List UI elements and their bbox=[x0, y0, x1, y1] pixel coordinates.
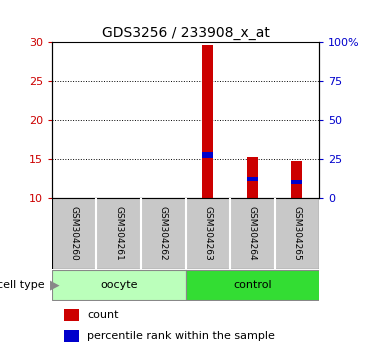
Bar bbox=[52, 270, 186, 300]
Title: GDS3256 / 233908_x_at: GDS3256 / 233908_x_at bbox=[102, 26, 269, 40]
Text: GSM304264: GSM304264 bbox=[248, 206, 257, 261]
Bar bbox=[291, 161, 302, 198]
Bar bbox=[64, 330, 79, 342]
Bar bbox=[291, 180, 302, 184]
Bar bbox=[202, 152, 213, 158]
Text: GSM304263: GSM304263 bbox=[203, 206, 212, 261]
Bar bbox=[64, 309, 79, 321]
Text: count: count bbox=[87, 310, 119, 320]
Bar bbox=[202, 45, 213, 198]
Text: GSM304260: GSM304260 bbox=[70, 206, 79, 261]
Text: control: control bbox=[233, 280, 272, 290]
Text: ▶: ▶ bbox=[50, 279, 60, 291]
Bar bbox=[247, 157, 258, 198]
Text: oocyte: oocyte bbox=[100, 280, 138, 290]
Text: GSM304265: GSM304265 bbox=[292, 206, 301, 261]
Text: percentile rank within the sample: percentile rank within the sample bbox=[87, 331, 275, 341]
Text: cell type: cell type bbox=[0, 280, 48, 290]
Text: GSM304261: GSM304261 bbox=[114, 206, 123, 261]
Text: GSM304262: GSM304262 bbox=[159, 206, 168, 261]
Bar bbox=[186, 270, 319, 300]
Bar bbox=[247, 177, 258, 181]
